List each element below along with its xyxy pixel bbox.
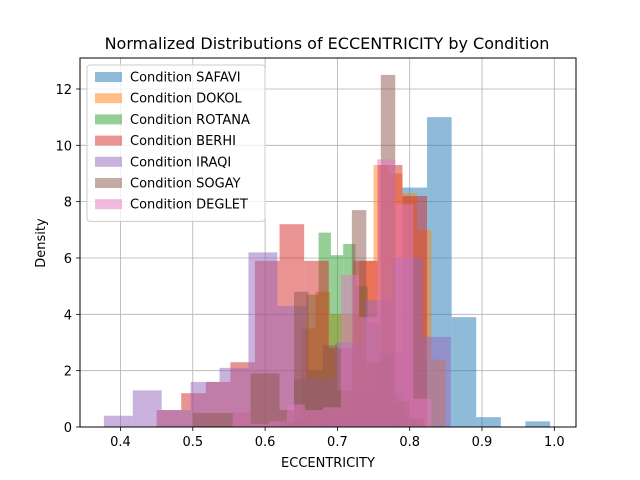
histogram-bar (413, 398, 432, 427)
histogram-bar (359, 317, 378, 427)
x-tick-label: 0.5 (182, 435, 203, 450)
x-tick-label: 0.8 (399, 435, 420, 450)
histogram-bar (207, 412, 222, 427)
y-tick-label: 10 (55, 139, 72, 154)
histogram-bar (395, 204, 414, 427)
histogram-bar (161, 410, 191, 427)
legend-label: Condition SOGAY (130, 177, 241, 192)
chart-title: Normalized Distributions of ECCENTRICITY… (105, 34, 550, 53)
legend-swatch (95, 72, 122, 82)
histogram-bar (377, 159, 396, 427)
y-tick-label: 8 (64, 196, 72, 211)
legend-swatch (95, 114, 122, 125)
y-tick-label: 4 (64, 308, 72, 323)
y-tick-label: 12 (55, 83, 72, 98)
legend-label: Condition ROTANA (130, 113, 250, 128)
ticks-layer: 0.4 0.5 0.6 0.7 0.8 0.9 1.0 0 2 4 6 8 10 12 (55, 83, 564, 450)
legend-swatch (95, 135, 122, 146)
histogram-bar (525, 421, 550, 427)
x-tick-label: 1.0 (544, 435, 565, 450)
histogram-bar (451, 317, 477, 427)
histogram-bar (232, 412, 251, 427)
histogram-bar (304, 410, 323, 427)
legend-label: Condition SAFAVI (130, 71, 241, 86)
legend-swatch (95, 178, 122, 188)
histogram-bar (268, 421, 287, 427)
histogram-bar (132, 390, 162, 427)
histogram-bar (476, 417, 501, 427)
legend: Condition SAFAVI Condition DOKOL Condition… (86, 64, 266, 222)
y-axis-label: Density (34, 218, 49, 268)
x-tick-label: 0.4 (110, 435, 131, 450)
histogram-bar (341, 274, 360, 427)
histogram-bar (103, 415, 133, 427)
y-tick-label: 2 (64, 365, 72, 380)
legend-label: Condition IRAQI (130, 155, 231, 170)
y-tick-label: 0 (64, 421, 72, 436)
x-tick-label: 0.6 (255, 435, 276, 450)
plot-frame (79, 57, 577, 428)
legend-label: Condition DOKOL (130, 92, 242, 107)
bars-layer (103, 74, 550, 428)
x-axis-label: ECCENTRICITY (281, 456, 375, 471)
legend-swatch (95, 156, 122, 167)
histogram-bar (286, 404, 305, 427)
histogram-bar (322, 407, 342, 427)
series-condition-deglet (232, 159, 432, 427)
x-tick-label: 0.9 (472, 435, 493, 450)
legend-label: Condition DEGLET (130, 198, 248, 213)
histogram-bar (192, 412, 208, 427)
histogram-bar (250, 373, 266, 427)
legend-swatch (95, 199, 122, 210)
histogram-bar (322, 345, 338, 427)
x-tick-label: 0.7 (327, 435, 348, 450)
legend-box (86, 64, 266, 222)
histogram-bar (294, 291, 309, 427)
y-tick-label: 6 (64, 252, 72, 267)
legend-label: Condition BERHI (130, 134, 236, 149)
histogram-bar (250, 424, 269, 427)
histogram-bar (265, 373, 280, 427)
legend-swatch (95, 93, 122, 104)
